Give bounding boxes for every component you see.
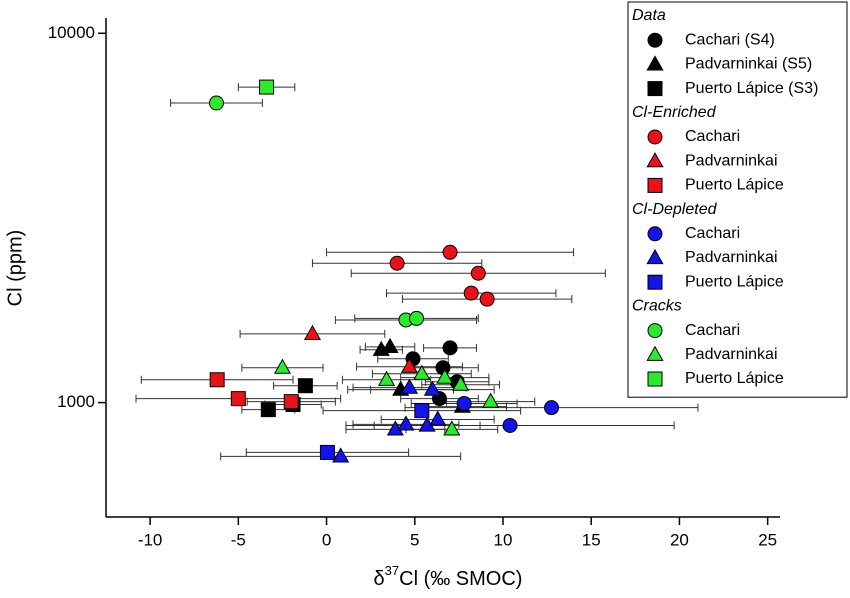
- legend-label: Puerto Lápice: [685, 370, 784, 387]
- point: [381, 337, 399, 354]
- legend-marker: [647, 129, 663, 145]
- point: [319, 444, 335, 460]
- x-tick-label: 0: [322, 530, 331, 549]
- point: [400, 378, 419, 394]
- legend-box: [627, 1, 848, 398]
- x-tick-label: 15: [582, 530, 601, 549]
- legend-marker: [646, 248, 664, 265]
- x-tick-label: 10: [494, 530, 513, 549]
- legend-label: Padvarninkai: [685, 152, 778, 169]
- legend-label: Cachari (S4): [685, 31, 775, 48]
- point: [482, 392, 500, 408]
- point: [209, 372, 225, 388]
- point: [409, 310, 425, 326]
- legend-header: Cracks: [632, 298, 682, 315]
- point: [208, 95, 224, 111]
- point: [502, 417, 518, 433]
- legend-label: Cachari: [685, 322, 740, 339]
- legend-label: Cachari: [685, 128, 740, 145]
- point: [413, 364, 431, 380]
- legend-marker: [647, 177, 663, 193]
- legend-marker: [646, 55, 664, 71]
- legend-label: Puerto Lápice: [685, 273, 784, 290]
- point: [260, 402, 276, 418]
- y-axis-label: Cl (ppm): [4, 230, 26, 307]
- point: [429, 410, 447, 426]
- point: [259, 79, 275, 95]
- point: [544, 400, 560, 416]
- point: [332, 447, 350, 463]
- point: [452, 375, 470, 391]
- point: [442, 244, 458, 260]
- legend-label: Padvarninkai: [685, 249, 778, 266]
- point: [463, 285, 479, 301]
- legend-label: Cachari: [685, 225, 740, 242]
- legend-header: Cl-Depleted: [632, 201, 718, 218]
- legend-marker: [646, 152, 664, 168]
- x-tick-label: 5: [410, 530, 419, 549]
- x-tick-label: 20: [670, 530, 689, 549]
- legend-label: Padvarninkai: [685, 346, 778, 363]
- point: [397, 415, 415, 431]
- legend-header: Cl-Enriched: [632, 104, 717, 121]
- point: [389, 255, 405, 271]
- point: [377, 370, 396, 386]
- point: [414, 403, 430, 419]
- legend-marker: [647, 226, 663, 242]
- legend-marker: [647, 81, 663, 97]
- point: [456, 396, 472, 412]
- legend-marker: [646, 345, 664, 361]
- legend-label: Puerto Lápice: [685, 177, 784, 194]
- x-tick-label: 25: [758, 530, 777, 549]
- point: [442, 340, 458, 356]
- x-label-sup: 37: [385, 563, 399, 578]
- point: [230, 391, 246, 407]
- legend-label: Puerto Lápice (S3): [685, 80, 818, 97]
- x-label-pre: δ: [374, 568, 385, 590]
- point: [297, 378, 313, 394]
- point: [443, 420, 461, 436]
- legend-marker: [647, 371, 663, 387]
- legend-marker: [647, 323, 663, 339]
- legend-marker: [647, 32, 663, 48]
- x-label-post: Cl (‰ SMOC): [399, 568, 522, 590]
- point: [423, 380, 441, 396]
- point: [273, 358, 291, 374]
- x-axis-label: δ37Cl (‰ SMOC): [374, 563, 523, 590]
- y-tick-label: 1000: [57, 392, 95, 411]
- legend-label: Padvarninkai (S5): [685, 56, 812, 73]
- point: [400, 357, 419, 373]
- point: [436, 368, 454, 384]
- legend-marker: [647, 274, 663, 290]
- x-tick-label: -5: [231, 530, 246, 549]
- legend-header: Data: [632, 7, 666, 24]
- point: [479, 291, 495, 307]
- point: [283, 394, 299, 410]
- point: [470, 265, 486, 281]
- x-tick-label: -10: [138, 530, 163, 549]
- y-tick-label: 10000: [48, 23, 95, 42]
- point: [303, 324, 321, 340]
